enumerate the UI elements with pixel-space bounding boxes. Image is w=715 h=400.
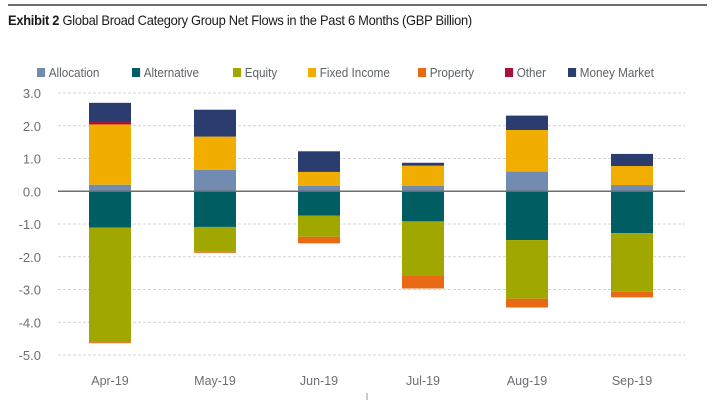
legend-item-money-market: Money Market bbox=[568, 65, 654, 80]
bar-segment-fixed-income bbox=[89, 124, 131, 185]
legend-swatch bbox=[418, 68, 427, 77]
y-tick-label: -1.0 bbox=[19, 217, 41, 232]
y-tick-label: -2.0 bbox=[19, 250, 41, 265]
title-text: Global Broad Category Group Net Flows in… bbox=[62, 12, 473, 28]
chart-title: Exhibit 2 Global Broad Category Group Ne… bbox=[8, 12, 472, 28]
bar-segment-allocation bbox=[298, 185, 340, 192]
bar-segment-fixed-income bbox=[506, 130, 548, 172]
legend-swatch bbox=[308, 68, 317, 77]
bar-segment-money-market bbox=[402, 162, 444, 166]
top-rule bbox=[8, 4, 707, 6]
legend-label: Money Market bbox=[579, 65, 654, 80]
bar-segment-alternative bbox=[89, 191, 131, 228]
bar-segment-alternative bbox=[402, 191, 444, 222]
y-tick-label: -3.0 bbox=[19, 283, 41, 298]
bar-segment-alternative bbox=[298, 191, 340, 216]
bar-segment-equity bbox=[402, 221, 444, 276]
bar-segment-allocation bbox=[402, 186, 444, 192]
legend-label: Alternative bbox=[143, 65, 199, 80]
x-tick-label: May-19 bbox=[194, 374, 236, 388]
bar-segment-property bbox=[194, 251, 236, 253]
legend-swatch bbox=[37, 68, 46, 77]
legend-item-allocation: Allocation bbox=[37, 65, 99, 80]
bar-segment-fixed-income bbox=[402, 165, 444, 187]
bar-segment-alternative bbox=[506, 191, 548, 241]
bar-segment-allocation bbox=[89, 184, 131, 192]
bar-segment-money-market bbox=[298, 151, 340, 172]
bar-segment-equity bbox=[611, 233, 653, 292]
y-tick-label: -4.0 bbox=[19, 315, 41, 330]
legend-label: Property bbox=[429, 65, 474, 80]
bar-segment-equity bbox=[506, 240, 548, 299]
x-tick-label: Jun-19 bbox=[300, 374, 338, 388]
legend-label: Equity bbox=[244, 65, 278, 80]
legend-swatch bbox=[233, 68, 242, 77]
legend-item-other: Other bbox=[505, 65, 546, 80]
bar-segment-property bbox=[506, 298, 548, 308]
legend-label: Other bbox=[516, 65, 546, 80]
legend-swatch bbox=[505, 68, 514, 77]
bar-segment-money-market bbox=[611, 153, 653, 167]
bar-segment-other bbox=[89, 121, 131, 125]
bar-segment-equity bbox=[194, 226, 236, 252]
y-tick-label: 2.0 bbox=[23, 119, 41, 134]
bar-segment-equity bbox=[89, 227, 131, 343]
bar-segment-allocation bbox=[194, 169, 236, 192]
y-tick-label: 3.0 bbox=[23, 86, 41, 101]
x-tick-label: Apr-19 bbox=[91, 374, 129, 388]
x-tick-label: Sep-19 bbox=[612, 374, 652, 388]
legend-item-equity: Equity bbox=[233, 65, 277, 80]
legend-swatch bbox=[568, 68, 577, 77]
x-tick-label: Aug-19 bbox=[507, 374, 547, 388]
legend-label: Fixed Income bbox=[319, 65, 390, 80]
bar-segment-allocation bbox=[506, 171, 548, 192]
exhibit-label: Exhibit 2 bbox=[8, 12, 60, 28]
x-tick-label: Jul-19 bbox=[406, 374, 440, 388]
legend-item-fixed-income: Fixed Income bbox=[308, 65, 390, 80]
bar-segment-property bbox=[611, 291, 653, 298]
bar-segment-property bbox=[402, 275, 444, 289]
legend-label: Allocation bbox=[48, 65, 100, 80]
bar-segment-property bbox=[89, 342, 131, 344]
y-tick-label: -5.0 bbox=[19, 348, 41, 363]
bar-segment-money-market bbox=[194, 109, 236, 137]
legend-item-property: Property bbox=[418, 65, 474, 80]
bar-segment-money-market bbox=[89, 102, 131, 122]
bar-segment-money-market bbox=[506, 115, 548, 131]
y-tick-label: 0.0 bbox=[23, 184, 41, 199]
bar-segment-fixed-income bbox=[194, 136, 236, 170]
bar-segment-equity bbox=[298, 215, 340, 237]
bar-segment-alternative bbox=[194, 191, 236, 227]
legend-item-alternative: Alternative bbox=[132, 65, 199, 80]
bar-segment-allocation bbox=[611, 185, 653, 192]
legend-swatch bbox=[132, 68, 141, 77]
bar-segment-property bbox=[298, 236, 340, 244]
bar-segment-fixed-income bbox=[298, 171, 340, 186]
bar-segment-alternative bbox=[611, 191, 653, 234]
y-tick-label: 1.0 bbox=[23, 152, 41, 167]
bar-segment-fixed-income bbox=[611, 166, 653, 186]
